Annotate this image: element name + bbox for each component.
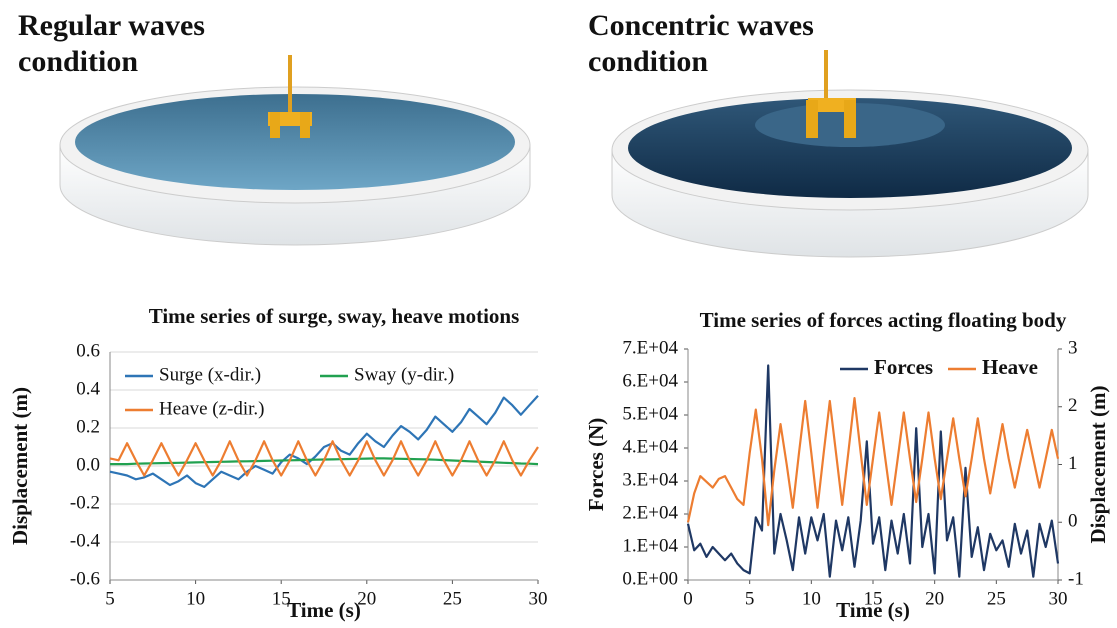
y-tick-label: 0.0 [76,454,100,475]
y-tick-label: 0.2 [76,416,100,437]
y-tick-label: 0.E+00 [622,568,678,589]
x-tick-label: 0 [683,588,693,609]
series-line [109,394,539,488]
legend-label: Surge (x-dir.) [159,364,261,385]
x-tick-label: 25 [443,588,462,609]
y-tick-label: 0.4 [76,378,100,399]
x-tick-label: 25 [987,588,1006,609]
y-tick-label: 2.E+04 [622,502,678,523]
x-tick-label: 15 [272,588,291,609]
concentric-wave-tank [611,50,1089,258]
y-tick-label: 4.E+04 [622,436,678,457]
y-tick-label: 5.E+04 [622,403,678,424]
panel-heading: Regular waves condition [18,9,205,78]
series-line [686,364,1060,578]
x-tick-label: 15 [864,588,883,609]
panel-heading: Concentric waves condition [588,9,814,78]
legend-label: Forces [874,355,933,379]
x-tick-label: 30 [529,588,548,609]
x-tick-label: 30 [1049,588,1068,609]
y2-tick-label: -1 [1068,568,1084,589]
legend-label: Heave [982,355,1038,379]
y-tick-label: 0.6 [76,340,100,361]
x-tick-label: 5 [745,588,755,609]
x-axis-label: Time (s) [287,598,361,622]
x-axis-label: Time (s) [836,598,910,622]
y-tick-label: -0.6 [70,568,100,589]
y-tick-label: 3.E+04 [622,469,678,490]
y-axis-label: Forces (N) [584,418,608,512]
y-tick-label: 7.E+04 [622,337,678,358]
series-line [109,440,539,477]
regular-wave-tank [59,55,531,246]
y-tick-label: 1.E+04 [622,535,678,556]
y2-tick-label: 0 [1068,511,1078,532]
x-tick-label: 10 [186,588,205,609]
x-tick-label: 20 [357,588,376,609]
x-tick-label: 20 [925,588,944,609]
chart-title: Time series of surge, sway, heave motion… [149,304,520,328]
chart-title: Time series of forces acting floating bo… [700,308,1067,332]
y-tick-label: -0.2 [70,492,100,513]
y2-axis-label: Displacement (m) [1086,385,1110,543]
x-tick-label: 10 [802,588,821,609]
legend-label: Heave (z-dir.) [159,398,265,419]
y-axis-label: Displacement (m) [8,387,32,545]
y-tick-label: -0.4 [70,530,101,551]
series-line [686,397,1060,527]
y2-tick-label: 3 [1068,337,1078,358]
y-tick-label: 6.E+04 [622,370,678,391]
y2-tick-label: 1 [1068,453,1078,474]
y2-tick-label: 2 [1068,395,1078,416]
x-tick-label: 5 [105,588,115,609]
legend-label: Sway (y-dir.) [354,364,454,385]
